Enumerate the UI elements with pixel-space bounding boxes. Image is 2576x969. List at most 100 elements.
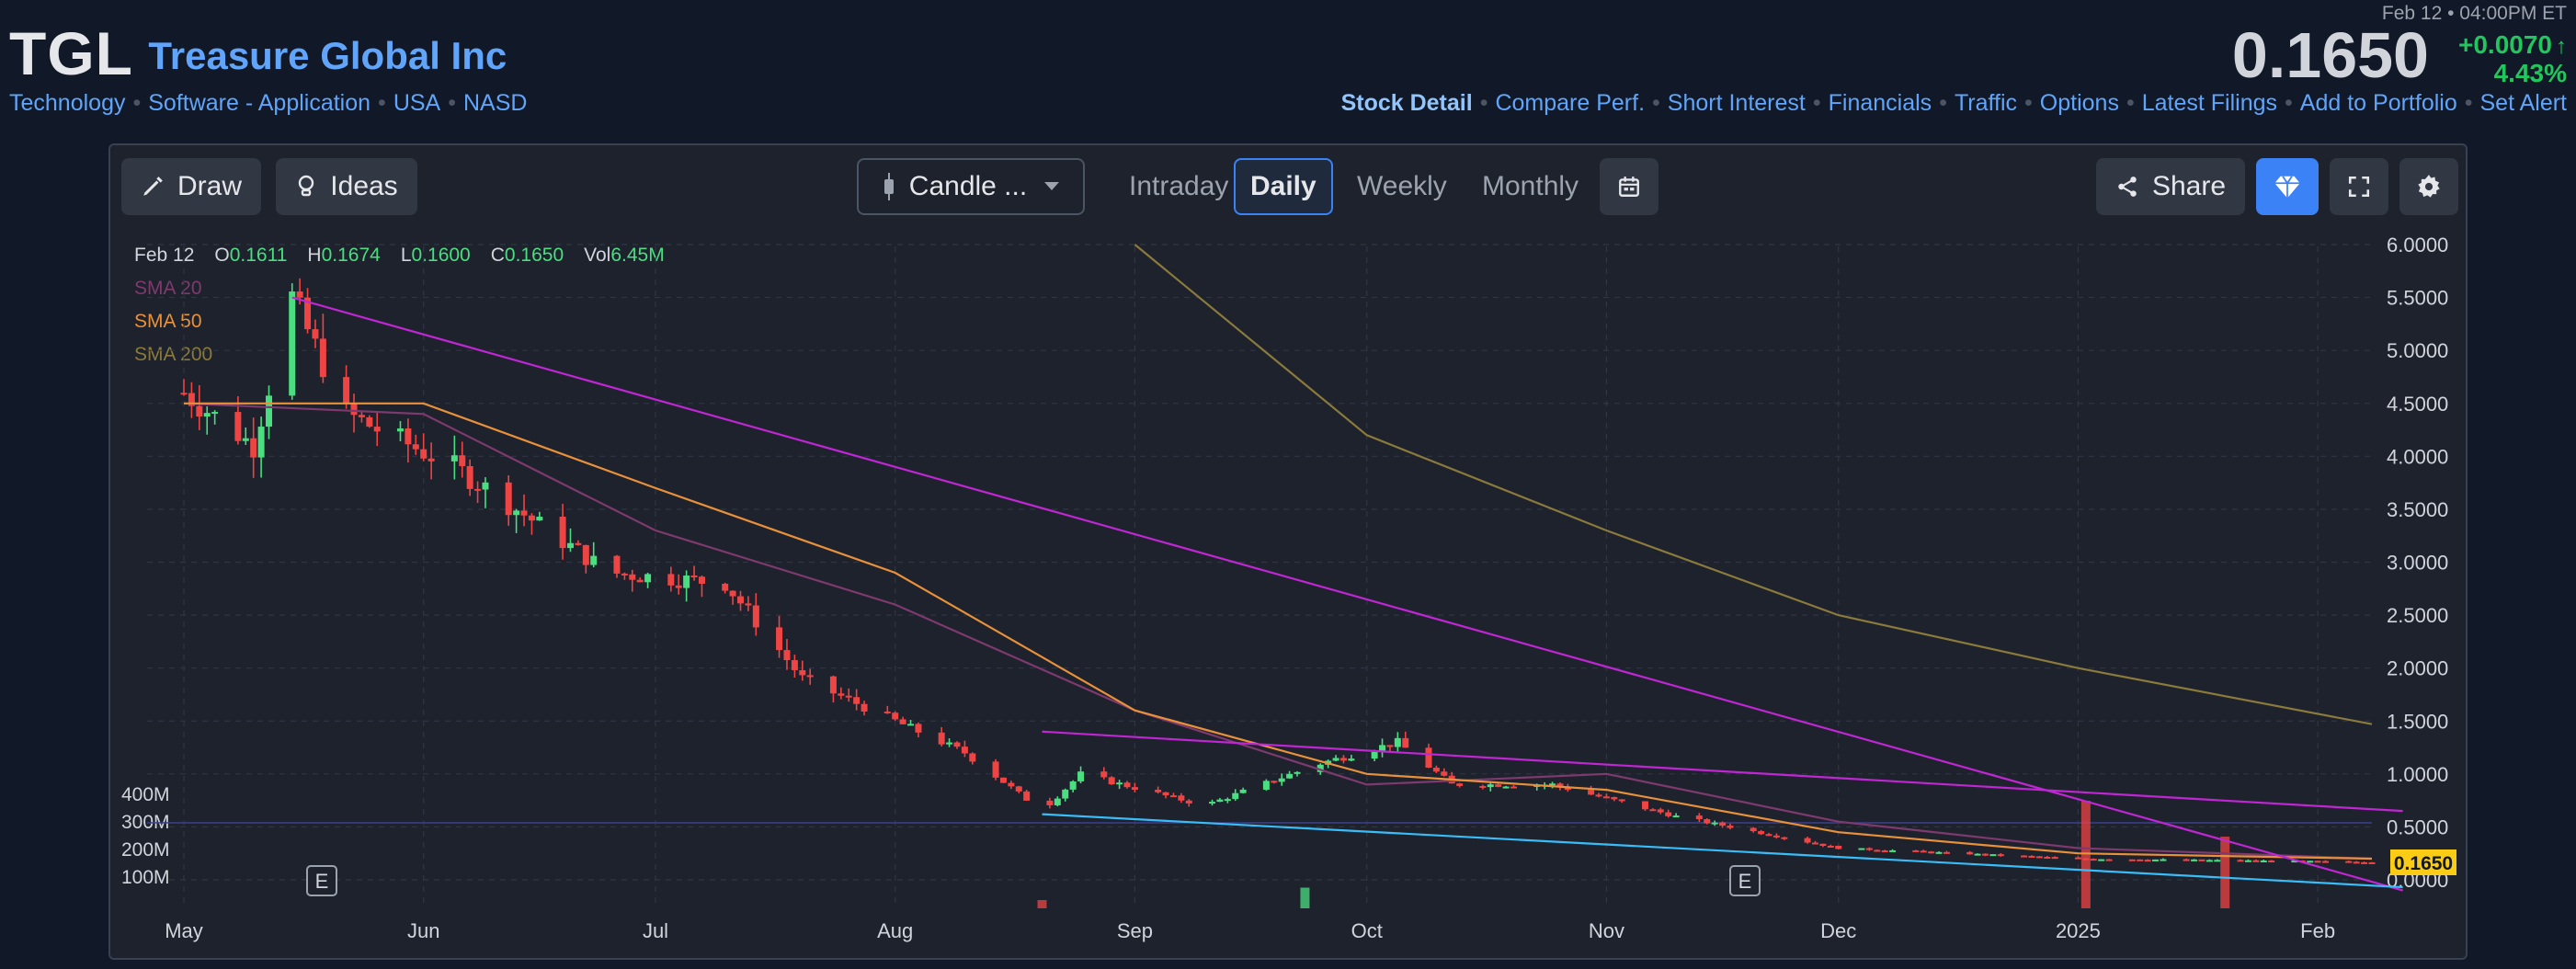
candle-up (1316, 764, 1324, 772)
tag-exchange[interactable]: NASD (462, 90, 528, 116)
draw-label: Draw (177, 171, 242, 201)
change-percent: 4.43 (2493, 59, 2545, 87)
draw-button[interactable]: Draw (121, 158, 261, 215)
nav-traffic[interactable]: Traffic (1954, 90, 2018, 116)
candle-up (450, 455, 458, 462)
change-arrow: ↑ (2556, 34, 2567, 59)
candle-down (2144, 860, 2151, 862)
fullscreen-button[interactable] (2330, 158, 2388, 215)
high-value: 0.1674 (321, 245, 381, 266)
nav-stock-detail[interactable]: Stock Detail (1340, 90, 1473, 116)
candle-down (474, 488, 482, 491)
legend-sma-20[interactable]: SMA 20 (134, 278, 202, 299)
candle-down (180, 393, 188, 395)
candle-down (1649, 809, 1657, 812)
candle-down (1456, 783, 1464, 786)
candle-down (1339, 758, 1347, 761)
y-tick-label: 0.5000 (2387, 815, 2448, 838)
nav-set-alert[interactable]: Set Alert (2479, 90, 2568, 116)
candle-down (621, 573, 628, 576)
earnings-marker (1729, 865, 1761, 896)
interval-weekly[interactable]: Weekly (1357, 171, 1447, 201)
candle-down (466, 466, 473, 489)
candle-down (838, 693, 845, 696)
nav-latest-filings[interactable]: Latest Filings (2141, 90, 2278, 116)
candle-up (1209, 802, 1216, 804)
y-tick-label: 2.5000 (2387, 604, 2448, 627)
y-tick-label: 2.0000 (2387, 657, 2448, 680)
candle-down (1719, 822, 1727, 826)
candle-down (2268, 861, 2275, 863)
volume-tick-label: 300M (121, 812, 170, 833)
chart-type-select[interactable]: Candle ... (857, 158, 1085, 215)
candle-down (1131, 787, 1138, 790)
candle-up (1858, 848, 1865, 850)
candle-down (234, 412, 242, 441)
tag-sector[interactable]: Technology (9, 90, 126, 116)
nav-options[interactable]: Options (2039, 90, 2119, 116)
ideas-button[interactable]: Ideas (276, 158, 417, 215)
candle-up (513, 510, 520, 516)
candle-down (250, 438, 257, 458)
candle-down (1835, 846, 1842, 849)
close-value: 0.1650 (504, 245, 564, 266)
interval-intraday[interactable]: Intraday (1129, 171, 1229, 201)
chevron-down-icon (1043, 181, 1060, 192)
interval-monthly[interactable]: Monthly (1482, 171, 1579, 201)
candle-down (1008, 782, 1015, 787)
trendline (1042, 730, 2403, 813)
candle-up (1935, 851, 1943, 854)
fullscreen-icon (2347, 175, 2371, 199)
nav-add-to-portfolio[interactable]: Add to Portfolio (2299, 90, 2457, 116)
share-label: Share (2151, 171, 2227, 201)
candle-down (961, 747, 968, 754)
earnings-marker (306, 865, 337, 896)
candle-up (644, 574, 652, 583)
pencil-icon (141, 175, 165, 199)
settings-button[interactable] (2399, 158, 2458, 215)
candle-down (1641, 801, 1648, 810)
candle-down (1271, 781, 1278, 783)
candle-down (366, 416, 373, 428)
candle-down (412, 444, 419, 450)
candle-down (1611, 796, 1618, 800)
candle-down (188, 393, 195, 406)
candlestick-icon (882, 173, 896, 200)
candle-down (1874, 849, 1881, 852)
candle-down (613, 555, 621, 574)
candle-up (482, 482, 489, 490)
candle-down (992, 761, 999, 778)
candle-down (1402, 737, 1409, 748)
candle-down (575, 542, 582, 545)
interval-daily[interactable]: Daily (1234, 158, 1333, 215)
volume-value: 6.45M (610, 245, 665, 266)
candle-down (1657, 809, 1664, 813)
candle-up (1348, 758, 1355, 761)
nav-short-interest[interactable]: Short Interest (1667, 90, 1806, 116)
candle-down (953, 742, 961, 747)
legend-sma-200[interactable]: SMA 200 (134, 344, 213, 365)
candle-down (1178, 795, 1185, 801)
candle-down (915, 724, 922, 733)
nav-financials[interactable]: Financials (1828, 90, 1932, 116)
price-chart[interactable]: 6.0000 5.5000 5.0000 4.5000 4.0000 3.5000 3.00… (110, 145, 2466, 958)
legend-sma-50[interactable]: SMA 50 (134, 311, 202, 332)
last-price: 0.1650 (2231, 19, 2429, 91)
candle-down (427, 458, 435, 462)
candle-up (2307, 861, 2314, 863)
candle-down (582, 544, 589, 565)
date-range-button[interactable] (1600, 158, 1658, 215)
candle-up (1062, 789, 1069, 799)
premium-button[interactable] (2256, 158, 2319, 215)
candle-up (1224, 799, 1231, 802)
candle-down (1564, 786, 1571, 791)
candle-down (1781, 837, 1788, 839)
tag-industry[interactable]: Software - Application (148, 90, 371, 116)
candle-up (2191, 859, 2198, 861)
tag-country[interactable]: USA (393, 90, 441, 116)
candle-down (1155, 789, 1162, 792)
last-price-badge (2390, 849, 2456, 875)
share-button[interactable]: Share (2096, 158, 2245, 215)
company-name[interactable]: Treasure Global Inc (148, 34, 507, 77)
nav-compare-perf[interactable]: Compare Perf. (1495, 90, 1646, 116)
